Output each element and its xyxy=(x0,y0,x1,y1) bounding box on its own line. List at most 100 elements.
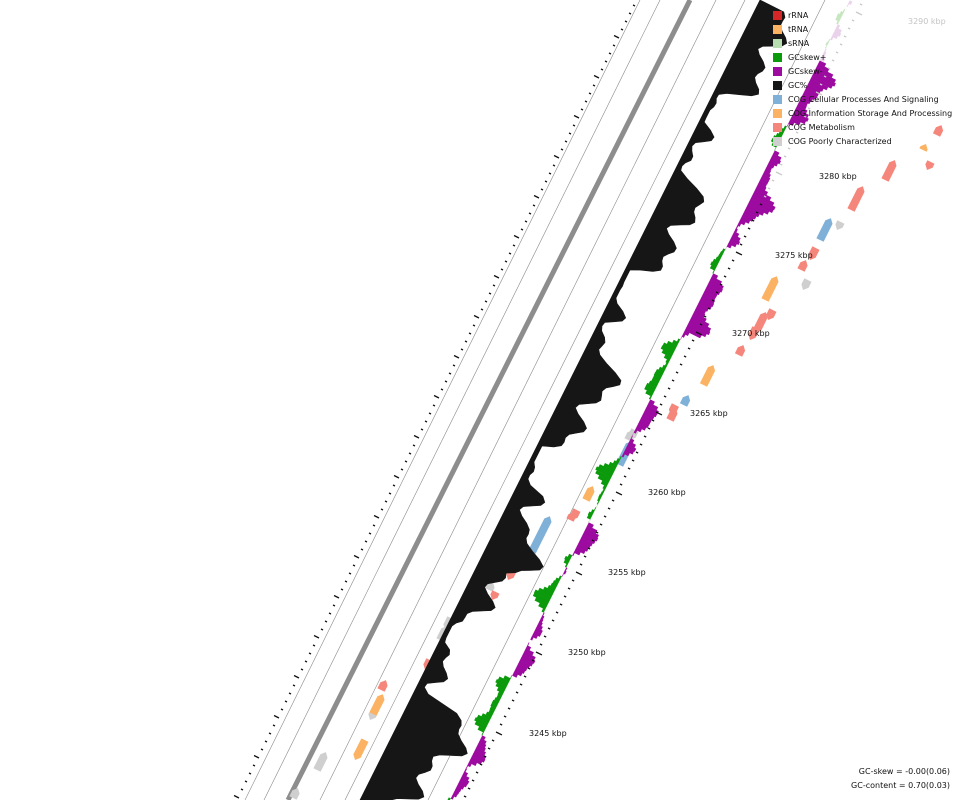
axis-tick xyxy=(831,59,835,62)
gc-skew-bar xyxy=(642,411,655,420)
genome-backbone xyxy=(285,0,693,800)
gc-skew-bar xyxy=(572,552,575,557)
legend-swatch xyxy=(773,94,782,104)
gc-skew-bar xyxy=(543,586,555,595)
gc-skew-bar xyxy=(819,57,826,63)
gc-skew-bar xyxy=(616,458,621,463)
axis-tick xyxy=(815,91,823,96)
legend-item-cog-cellular: COG Cellular Processes And Signaling xyxy=(773,92,952,106)
axis-tick xyxy=(615,491,623,496)
cog-feature xyxy=(313,752,328,772)
gc-skew-bar xyxy=(695,306,707,315)
legend-swatch xyxy=(773,122,782,132)
axis-tick xyxy=(531,659,535,662)
outer-tick xyxy=(620,28,624,31)
axis-tick xyxy=(463,795,467,798)
outer-tick xyxy=(484,300,488,303)
outer-tick xyxy=(480,308,484,311)
gc-skew-track-border xyxy=(427,0,826,800)
outer-tick xyxy=(628,12,632,15)
gc-skew-bar xyxy=(596,500,600,505)
legend-item-cog-poorly: COG Poorly Characterized xyxy=(773,134,952,148)
outer-tick xyxy=(564,140,568,143)
gc-skew-bar xyxy=(747,201,770,215)
axis-tick xyxy=(735,251,743,256)
outer-tick xyxy=(513,234,520,239)
gc-skew-bar xyxy=(721,248,726,253)
gc-skew-bar xyxy=(612,460,619,466)
gc-skew-bar xyxy=(522,651,536,661)
axis-tick xyxy=(843,35,847,38)
outer-tick xyxy=(392,484,396,487)
gc-skew-bar xyxy=(536,624,543,631)
axis-tick xyxy=(719,283,723,286)
axis-tick xyxy=(543,635,547,638)
gc-skew-bar xyxy=(488,709,495,715)
gc-skew-bar xyxy=(728,240,737,248)
outer-tick xyxy=(280,708,284,711)
gc-skew-bar xyxy=(712,258,720,265)
gc-skew-bar xyxy=(822,51,827,56)
outer-tick xyxy=(520,228,524,231)
cog-feature-track xyxy=(289,103,960,800)
outer-tick xyxy=(448,372,452,375)
outer-tick xyxy=(412,444,416,447)
outer-tick xyxy=(624,20,628,23)
gc-skew-bar xyxy=(759,177,769,185)
gc-skew-bar xyxy=(768,159,779,167)
outer-tick xyxy=(233,794,240,799)
gc-skew-bar xyxy=(494,697,501,703)
outer-tick xyxy=(504,260,508,263)
gc-skew-bar xyxy=(647,402,659,411)
gc-skew-bar xyxy=(455,786,462,793)
axis-tick xyxy=(771,179,775,182)
gc-skew-bar xyxy=(626,444,637,452)
axis-tick xyxy=(707,307,711,310)
axis-tick xyxy=(731,259,735,262)
gc-skew-bar xyxy=(749,198,774,214)
gc-skew-bar xyxy=(552,580,559,586)
gc-skew-bar xyxy=(676,338,681,343)
kbp-label: 3275 kbp xyxy=(775,251,813,260)
gc-skew-bar xyxy=(795,105,808,114)
gc-skew-bar xyxy=(665,358,670,364)
cog-feature xyxy=(734,345,746,357)
gc-skew-bar xyxy=(564,567,568,572)
axis-tick xyxy=(539,643,543,646)
gc-skew-bar xyxy=(597,497,601,502)
outer-tick xyxy=(293,674,300,679)
gc-skew-bar xyxy=(537,621,543,627)
outer-tick xyxy=(240,788,244,791)
axis-tick xyxy=(715,291,719,294)
axis-tick xyxy=(823,75,827,78)
gc-skew-bar xyxy=(582,531,599,542)
axis-tick xyxy=(819,83,823,86)
legend-label: GC% xyxy=(788,80,808,90)
outer-tick xyxy=(388,492,392,495)
gc-skew-bar xyxy=(547,584,556,592)
axis-tick xyxy=(675,371,679,374)
gc-skew-bar xyxy=(835,16,841,22)
outer-tick-marks xyxy=(233,4,636,799)
gc-skew-bar xyxy=(477,741,487,749)
axis-tick xyxy=(535,651,543,656)
outer-tick xyxy=(308,652,312,655)
outer-tick xyxy=(432,404,436,407)
cog-feature xyxy=(816,218,833,242)
axis-tick xyxy=(751,219,755,222)
gc-skew-bar xyxy=(737,222,742,227)
gc-skew-bar xyxy=(839,11,844,16)
legend-label: GCskew+ xyxy=(788,52,827,62)
gc-skew-bar xyxy=(629,438,635,444)
outer-tick xyxy=(393,474,400,479)
outer-tick xyxy=(488,292,492,295)
axis-tick xyxy=(471,779,475,782)
gene-track-border-inner xyxy=(319,0,717,800)
cog-feature xyxy=(528,516,552,554)
axis-tick xyxy=(563,595,567,598)
gc-skew-bar xyxy=(788,120,795,126)
gc-skew-bar xyxy=(702,291,716,301)
gc-skew-bar xyxy=(719,251,724,256)
gc-skew-bar xyxy=(584,528,600,539)
